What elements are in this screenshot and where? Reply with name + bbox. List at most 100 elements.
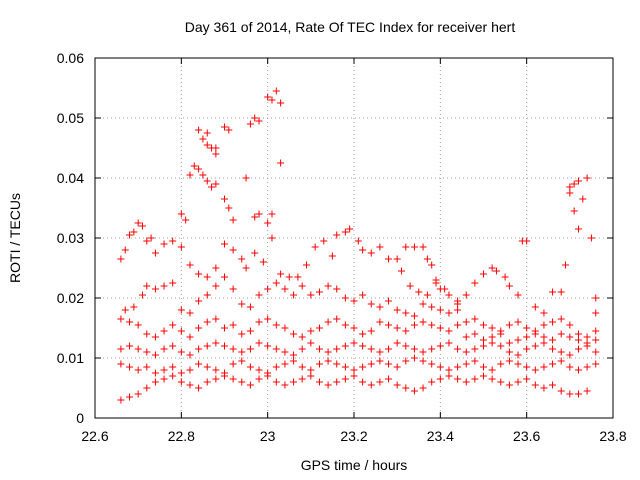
data-point bbox=[268, 210, 276, 218]
data-point bbox=[212, 264, 220, 272]
data-point bbox=[169, 321, 177, 329]
data-point bbox=[402, 357, 410, 365]
data-point bbox=[177, 306, 185, 314]
data-point bbox=[462, 360, 470, 368]
data-point bbox=[359, 291, 367, 299]
data-point bbox=[255, 339, 263, 347]
data-point bbox=[264, 219, 272, 227]
data-point bbox=[212, 180, 220, 188]
data-point bbox=[255, 117, 263, 125]
data-point bbox=[298, 333, 306, 341]
data-point bbox=[307, 291, 315, 299]
data-point bbox=[549, 336, 557, 344]
data-point bbox=[117, 345, 125, 353]
data-point bbox=[540, 321, 548, 329]
data-point bbox=[255, 291, 263, 299]
data-point bbox=[454, 321, 462, 329]
x-tick-label: 22.6 bbox=[81, 428, 108, 444]
data-point bbox=[277, 270, 285, 278]
data-point bbox=[523, 345, 531, 353]
data-point bbox=[592, 336, 600, 344]
data-point bbox=[182, 216, 190, 224]
data-point bbox=[186, 366, 194, 374]
data-point bbox=[436, 363, 444, 371]
data-point bbox=[195, 270, 203, 278]
data-point bbox=[320, 237, 328, 245]
data-point bbox=[242, 174, 250, 182]
data-point bbox=[428, 378, 436, 386]
data-point bbox=[333, 378, 341, 386]
data-point bbox=[419, 384, 427, 392]
data-point bbox=[350, 372, 358, 380]
data-point bbox=[238, 255, 246, 263]
data-point bbox=[177, 369, 185, 377]
y-tick-label: 0.02 bbox=[57, 290, 84, 306]
data-point bbox=[592, 348, 600, 356]
data-point bbox=[574, 330, 582, 338]
data-point bbox=[488, 333, 496, 341]
data-point bbox=[221, 123, 228, 131]
data-point bbox=[505, 339, 513, 347]
y-tick-label: 0.03 bbox=[57, 230, 84, 246]
data-point bbox=[117, 396, 125, 404]
data-point bbox=[341, 294, 349, 302]
data-point bbox=[195, 297, 203, 305]
data-point bbox=[177, 210, 185, 218]
data-point bbox=[376, 318, 384, 326]
data-point bbox=[549, 288, 557, 296]
data-point bbox=[445, 366, 453, 374]
data-point bbox=[143, 330, 151, 338]
data-point bbox=[523, 375, 531, 383]
data-point bbox=[419, 300, 427, 308]
data-point bbox=[419, 357, 427, 365]
data-point bbox=[138, 291, 146, 299]
data-point bbox=[303, 261, 311, 269]
data-point bbox=[402, 309, 410, 317]
data-point bbox=[367, 345, 375, 353]
data-point bbox=[385, 345, 393, 353]
data-point bbox=[195, 126, 203, 134]
data-point bbox=[540, 339, 548, 347]
data-point bbox=[471, 330, 479, 338]
data-point bbox=[549, 360, 557, 368]
data-point bbox=[367, 249, 375, 257]
data-point bbox=[126, 318, 134, 326]
data-point bbox=[410, 387, 418, 395]
data-point bbox=[531, 330, 539, 338]
data-point bbox=[549, 381, 557, 389]
data-point bbox=[385, 375, 393, 383]
data-point bbox=[311, 243, 319, 251]
data-point bbox=[350, 297, 358, 305]
data-point bbox=[272, 345, 280, 353]
data-point bbox=[497, 330, 505, 338]
data-point bbox=[199, 135, 207, 143]
data-point bbox=[324, 381, 332, 389]
data-point bbox=[341, 342, 349, 350]
data-point bbox=[341, 321, 349, 329]
data-point bbox=[428, 345, 436, 353]
data-point bbox=[229, 360, 237, 368]
data-point bbox=[514, 378, 522, 386]
data-point bbox=[212, 339, 220, 347]
data-point bbox=[238, 357, 246, 365]
data-point bbox=[117, 315, 125, 323]
data-point bbox=[208, 183, 216, 191]
data-point bbox=[285, 273, 293, 281]
data-point bbox=[488, 339, 496, 347]
data-point bbox=[117, 255, 125, 263]
data-point bbox=[523, 333, 531, 341]
data-point bbox=[151, 333, 159, 341]
y-axis-ticks: 0 0.01 0.02 0.03 0.04 0.05 0.06 bbox=[57, 50, 613, 426]
data-point bbox=[333, 315, 341, 323]
data-point bbox=[557, 387, 565, 395]
data-point bbox=[454, 306, 462, 314]
data-point bbox=[186, 171, 194, 179]
data-point bbox=[281, 381, 289, 389]
data-point bbox=[505, 357, 513, 365]
data-point bbox=[570, 207, 578, 215]
data-point bbox=[497, 378, 505, 386]
data-point bbox=[445, 291, 453, 299]
data-point bbox=[264, 93, 272, 101]
data-point bbox=[242, 264, 250, 272]
data-point bbox=[574, 345, 582, 353]
